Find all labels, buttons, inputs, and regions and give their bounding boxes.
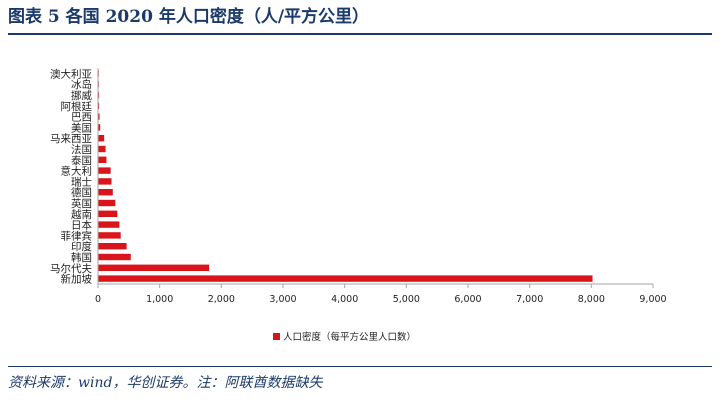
- y-tick-label: 韩国: [71, 251, 92, 264]
- x-tick-label: 2,000: [208, 294, 235, 305]
- x-tick-label: 7,000: [516, 294, 543, 305]
- y-tick-label: 德国: [71, 186, 92, 199]
- chart-legend: 人口密度（每平方公里人口数）: [273, 331, 416, 343]
- x-tick-label: 5,000: [393, 294, 420, 305]
- y-tick-label: 新加坡: [61, 273, 93, 286]
- x-tick-label: 8,000: [578, 294, 605, 305]
- x-tick-label: 4,000: [331, 294, 358, 305]
- y-tick-label: 巴西: [71, 112, 92, 124]
- legend-swatch: [273, 333, 280, 340]
- footer-divider: [8, 366, 712, 367]
- y-tick-label: 挪威: [71, 89, 92, 102]
- bar: [98, 199, 116, 207]
- y-tick-label: 越南: [71, 208, 92, 221]
- y-tick-label: 澳大利亚: [50, 67, 92, 80]
- page-title: 图表 5 各国 2020 年人口密度（人/平方公里）: [8, 7, 370, 27]
- y-tick-label: 法国: [71, 143, 92, 156]
- bar: [98, 221, 120, 228]
- bar: [98, 275, 593, 282]
- y-tick-label: 日本: [71, 219, 92, 232]
- source-note: 资料来源：wind，华创证券。注：阿联酋数据缺失: [8, 375, 323, 391]
- bar: [98, 135, 105, 142]
- bar: [98, 189, 113, 196]
- bar: [98, 145, 106, 153]
- bar: [98, 178, 112, 185]
- y-tick-label: 印度: [71, 240, 92, 253]
- y-tick-label: 马来西亚: [50, 133, 92, 145]
- x-tick-label: 9,000: [639, 294, 666, 305]
- bar: [98, 167, 111, 174]
- y-tick-label: 泰国: [71, 154, 92, 167]
- bar: [98, 210, 118, 217]
- y-tick-label: 冰岛: [71, 78, 92, 91]
- x-tick-label: 6,000: [454, 294, 481, 305]
- legend-label: 人口密度（每平方公里人口数）: [283, 331, 416, 343]
- bar: [98, 243, 127, 250]
- bar: [98, 102, 100, 109]
- y-tick-label: 美国: [71, 121, 92, 134]
- y-tick-label: 菲律宾: [61, 229, 93, 242]
- bar: [98, 124, 101, 131]
- y-tick-label: 阿根廷: [61, 100, 93, 113]
- bar: [98, 156, 107, 163]
- x-tick-label: 1,000: [146, 294, 173, 305]
- y-tick-label: 英国: [71, 197, 92, 210]
- y-tick-label: 马尔代夫: [50, 262, 92, 275]
- title-divider: [8, 33, 712, 35]
- x-tick-label: 0: [95, 294, 101, 305]
- bar: [98, 232, 121, 239]
- bar: [98, 113, 100, 120]
- y-tick-label: 意大利: [61, 165, 93, 178]
- y-tick-label: 瑞士: [71, 175, 92, 188]
- bar: [98, 264, 210, 271]
- bar: [98, 253, 131, 261]
- x-tick-label: 3,000: [269, 294, 296, 305]
